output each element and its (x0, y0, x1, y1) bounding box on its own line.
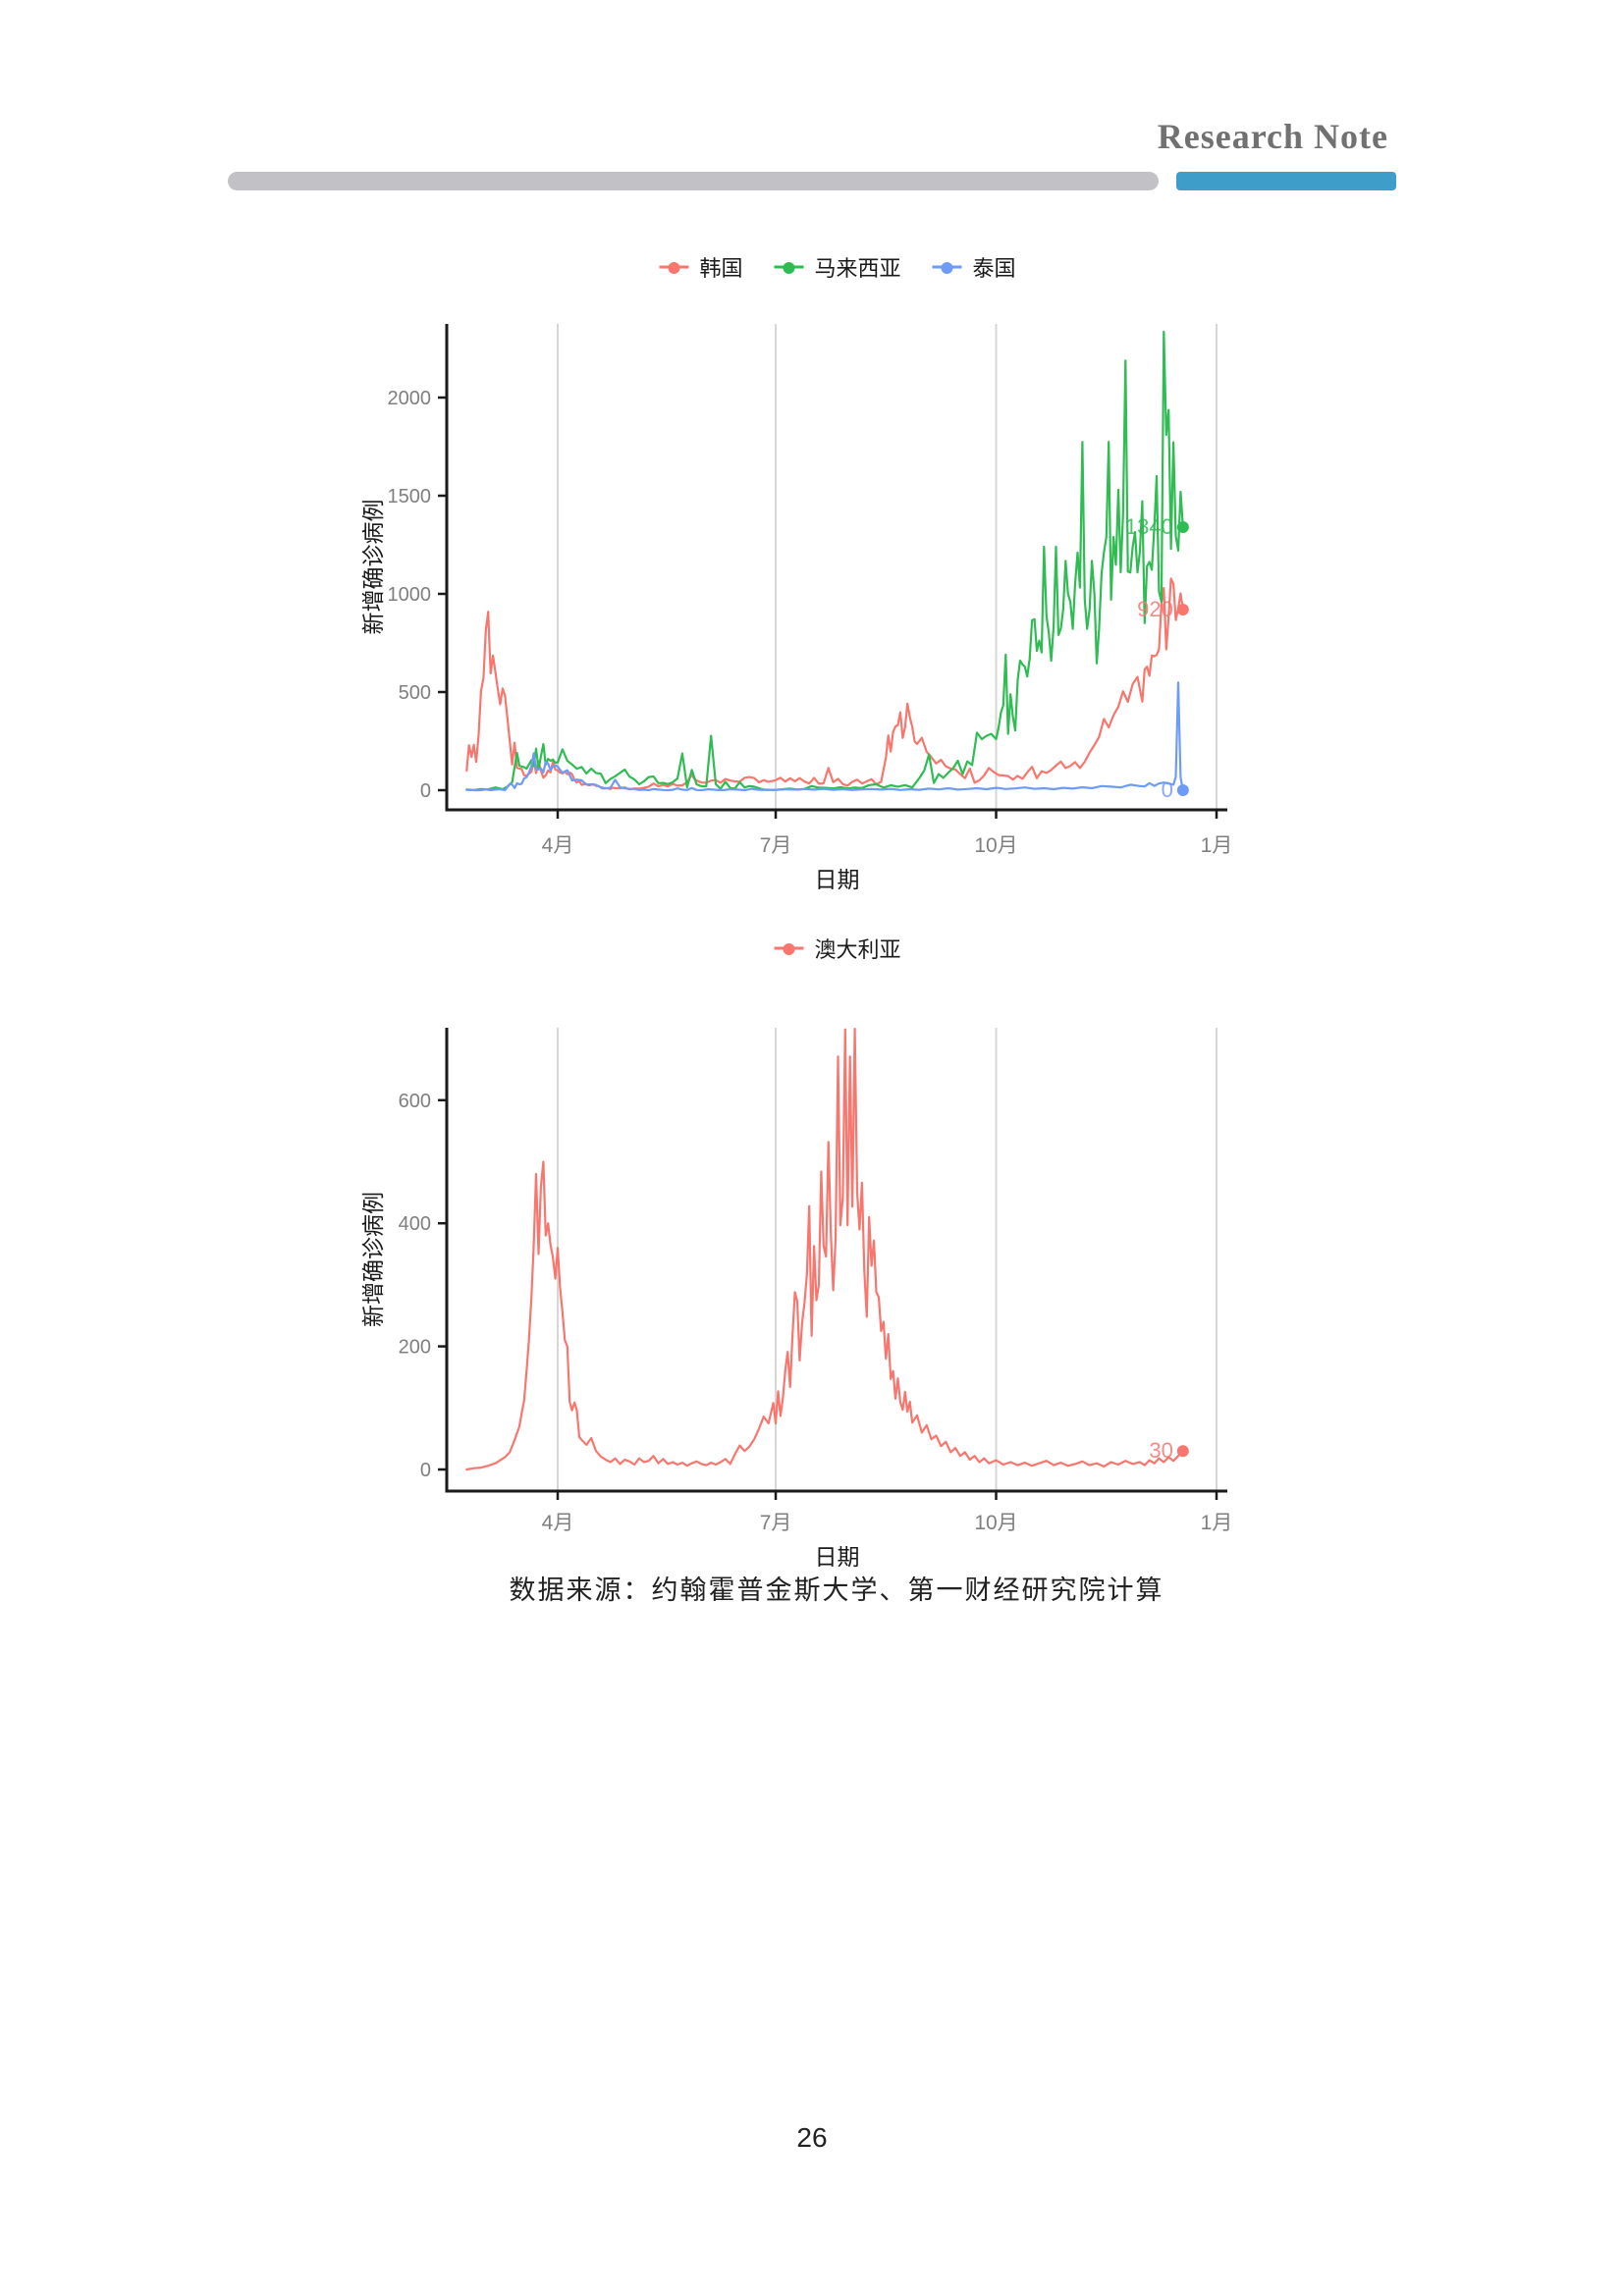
page-title: Research Note (1157, 117, 1388, 156)
x-tick-label: 1月 (1201, 1512, 1233, 1534)
x-tick-label: 7月 (760, 834, 792, 857)
x-axis-title: 日期 (815, 1544, 860, 1570)
series-end-label: 0 (1162, 777, 1173, 802)
data-source-caption: 数据来源：约翰霍普金斯大学、第一财经研究院计算 (509, 1575, 1164, 1605)
legend-item-澳大利亚: 澳大利亚 (772, 933, 901, 964)
series-line-马来西亚 (465, 330, 1184, 791)
y-tick-label: 0 (420, 780, 431, 802)
x-tick-label: 4月 (542, 1512, 574, 1534)
y-tick-label: 0 (420, 1460, 431, 1481)
series-line-韩国 (465, 577, 1184, 791)
legend-item-韩国: 韩国 (657, 251, 742, 283)
x-tick-label: 10月 (974, 1512, 1017, 1534)
series-end-label: 1340 (1125, 514, 1173, 539)
legend-key-line-point-icon (659, 262, 689, 274)
legend-key-line-point-icon (774, 262, 804, 274)
legend-label: 韩国 (699, 256, 743, 281)
series-end-marker (1176, 1445, 1189, 1458)
header-divider-gray-bar (228, 172, 1159, 190)
x-tick-label: 7月 (760, 1512, 792, 1534)
chart2-legend: 澳大利亚 (772, 933, 901, 964)
x-tick-label: 4月 (542, 834, 574, 857)
header-divider-accent-bar (1176, 172, 1396, 190)
chart1-legend: 韩国 马来西亚 泰国 (657, 251, 1016, 283)
y-tick-label: 1500 (388, 486, 432, 507)
series-end-marker (1176, 521, 1189, 533)
y-axis-title: 新增确诊病例 (360, 500, 386, 635)
page-number: 26 (796, 2122, 828, 2153)
legend-item-泰国: 泰国 (931, 251, 1016, 283)
y-tick-label: 500 (399, 682, 431, 704)
series-end-marker (1176, 604, 1189, 615)
legend-key-line-point-icon (932, 262, 962, 274)
series-line-澳大利亚 (465, 1027, 1184, 1471)
y-axis-title: 新增确诊病例 (360, 1192, 386, 1327)
series-end-label: 30 (1149, 1438, 1172, 1463)
x-tick-label: 10月 (974, 834, 1017, 857)
y-tick-label: 1000 (388, 584, 432, 606)
series-line-泰国 (465, 681, 1184, 792)
y-tick-label: 200 (399, 1337, 431, 1359)
legend-label: 澳大利亚 (814, 937, 901, 962)
x-axis-title: 日期 (815, 867, 860, 892)
series-end-label: 920 (1137, 597, 1173, 621)
series-end-marker (1176, 784, 1189, 796)
legend-item-马来西亚: 马来西亚 (772, 251, 901, 283)
legend-label: 泰国 (972, 256, 1016, 281)
x-tick-label: 1月 (1201, 834, 1233, 857)
y-tick-label: 400 (399, 1213, 431, 1235)
y-tick-label: 2000 (388, 388, 432, 409)
legend-label: 马来西亚 (814, 256, 901, 281)
legend-key-line-point-icon (774, 943, 804, 955)
y-tick-label: 600 (399, 1091, 431, 1112)
